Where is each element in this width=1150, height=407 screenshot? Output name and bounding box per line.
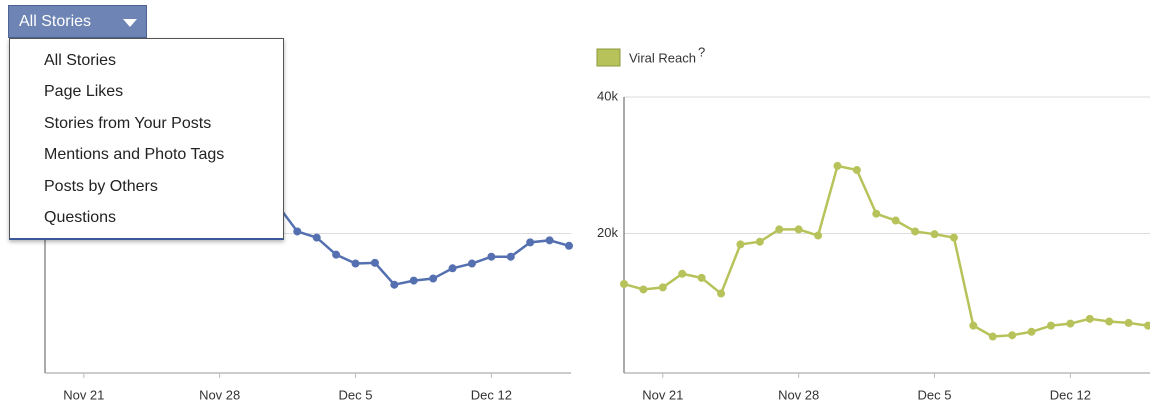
point (658, 283, 667, 292)
point (409, 276, 418, 285)
point (833, 161, 842, 170)
x-tick-label: Nov 28 (778, 387, 819, 402)
point (891, 216, 900, 225)
point (949, 233, 958, 242)
legend-help: ? (698, 44, 705, 59)
y-tick-label: 40k (597, 88, 618, 103)
point (506, 252, 515, 261)
point (545, 236, 554, 245)
point (390, 280, 399, 289)
dropdown-option[interactable]: Questions (44, 208, 117, 226)
x-tick-label: Dec 5 (339, 387, 373, 402)
point (969, 321, 978, 330)
x-tick-label: Nov 28 (199, 387, 240, 402)
point (332, 250, 341, 259)
point (1066, 319, 1075, 328)
point (697, 273, 706, 282)
point (930, 230, 939, 239)
point (911, 227, 920, 236)
x-tick-label: Dec 12 (1050, 387, 1091, 402)
dropdown-option[interactable]: Stories from Your Posts (44, 114, 212, 132)
line (623, 164, 1149, 338)
point (467, 259, 476, 268)
y-tick-label: 20k (597, 225, 618, 240)
point (717, 289, 726, 298)
dropdown-option[interactable]: Posts by Others (44, 177, 158, 195)
point (872, 209, 881, 218)
point (1124, 318, 1133, 327)
point (736, 240, 745, 249)
point (487, 252, 496, 261)
dropdown-menu: All Stories Page Likes Stories from Your P… (9, 38, 284, 240)
point (620, 280, 628, 289)
dropdown-button[interactable]: All Stories (8, 5, 147, 38)
dropdown-option[interactable]: Page Likes (44, 83, 124, 101)
point (565, 241, 573, 250)
point (794, 225, 803, 234)
dropdown-arrow (123, 19, 137, 27)
point (852, 166, 861, 175)
point (988, 332, 997, 341)
point (678, 269, 687, 278)
point (351, 259, 360, 268)
point (312, 233, 321, 242)
x-tick-label: Nov 21 (642, 387, 683, 402)
point (814, 231, 823, 240)
x-tick-label: Dec 12 (471, 387, 512, 402)
point (755, 237, 764, 246)
x-tick-label: Dec 5 (918, 387, 952, 402)
point (1144, 321, 1150, 330)
point (1085, 314, 1094, 323)
point (429, 274, 438, 283)
point (775, 225, 784, 234)
point (1027, 327, 1036, 336)
point (639, 285, 648, 294)
point (1105, 317, 1114, 326)
point (370, 258, 379, 267)
legend-swatch (596, 48, 621, 67)
dropdown-option[interactable]: All Stories (44, 52, 117, 69)
point (526, 238, 535, 247)
dropdown-label: All Stories (19, 13, 92, 30)
point (293, 227, 302, 236)
x-tick-label: Nov 21 (63, 387, 104, 402)
line (276, 204, 570, 287)
point (1008, 331, 1017, 340)
legend-label: Viral Reach (629, 50, 696, 65)
point (1046, 321, 1055, 330)
dropdown-option[interactable]: Mentions and Photo Tags (44, 146, 225, 164)
point (448, 264, 457, 273)
